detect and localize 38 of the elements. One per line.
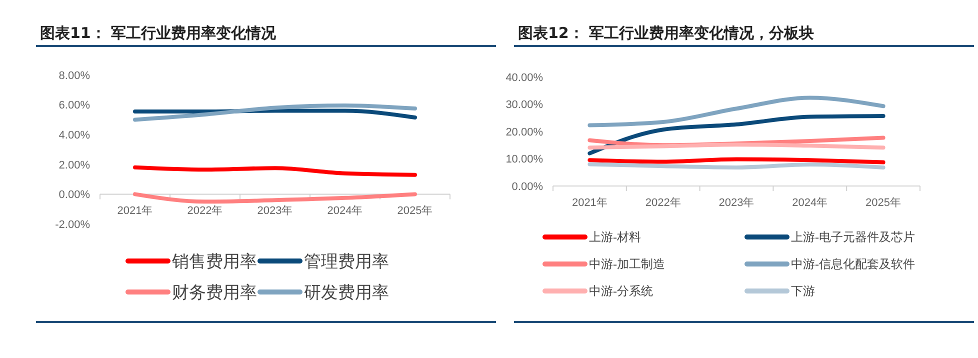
- legend-label: 上游-材料: [589, 230, 641, 244]
- x-tick-label: 2021年: [572, 197, 608, 209]
- legend-label: 财务费用率: [172, 282, 257, 302]
- line-series: [588, 96, 886, 128]
- line-series: [588, 114, 886, 156]
- y-tick-label: -2.00%: [55, 218, 90, 231]
- y-tick-label: 40.00%: [506, 72, 544, 84]
- legend-label: 中游-加工制造: [589, 257, 665, 272]
- legend-label: 管理费用率: [304, 252, 389, 271]
- legend-label: 下游: [791, 284, 815, 298]
- legend-label: 上游-电子元器件及芯片: [791, 230, 915, 244]
- x-tick-label: 2025年: [866, 197, 902, 209]
- x-tick-label: 2021年: [117, 205, 153, 218]
- chart-title: 图表11： 军工行业费用率变化情况: [40, 24, 278, 42]
- x-tick-label: 2024年: [792, 197, 828, 209]
- y-tick-label: 6.00%: [58, 100, 90, 112]
- legend-label: 中游-信息化配套及软件: [791, 257, 915, 272]
- x-tick-label: 2022年: [187, 205, 223, 218]
- x-tick-label: 2023年: [257, 205, 293, 218]
- y-tick-label: 2.00%: [58, 159, 90, 172]
- x-tick-label: 2023年: [718, 197, 754, 209]
- y-tick-label: 0.00%: [512, 180, 544, 193]
- y-tick-label: 8.00%: [58, 70, 90, 82]
- x-tick-label: 2025年: [397, 205, 433, 218]
- line-series: [133, 165, 417, 177]
- legend-label: 研发费用率: [304, 282, 389, 302]
- x-tick-label: 2022年: [645, 197, 681, 209]
- legend-label: 中游-分系统: [589, 284, 653, 298]
- line-series: [133, 192, 417, 204]
- y-tick-label: 0.00%: [58, 189, 90, 202]
- line-series: [133, 104, 417, 122]
- y-tick-label: 10.00%: [506, 154, 544, 166]
- y-tick-label: 4.00%: [58, 129, 90, 142]
- y-tick-label: 30.00%: [506, 99, 544, 112]
- chart-title: 图表12： 军工行业费用率变化情况，分板块: [518, 24, 814, 42]
- legend-label: 销售费用率: [171, 252, 257, 271]
- y-tick-label: 20.00%: [506, 126, 544, 138]
- x-tick-label: 2024年: [327, 205, 363, 218]
